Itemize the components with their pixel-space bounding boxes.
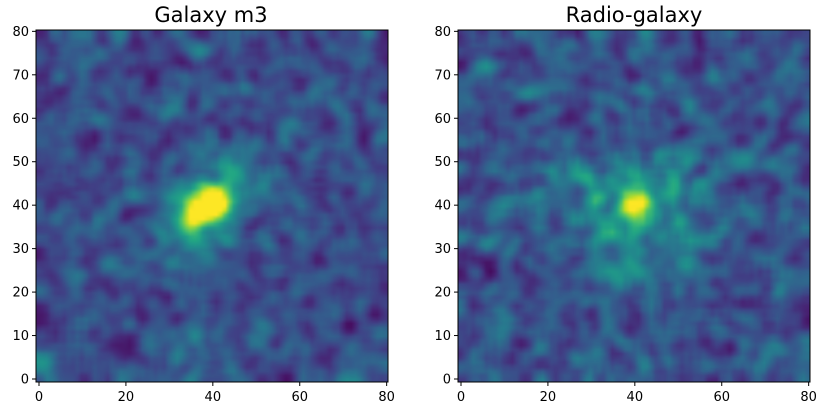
- x-axis: 0 20 40 60 80: [457, 382, 817, 405]
- y-tick-label: 50: [12, 155, 29, 170]
- y-axis: 0 10 20 30 40 50 60 70 80: [434, 25, 458, 388]
- y-tick-label: 60: [12, 112, 29, 127]
- y-tick-label: 70: [12, 68, 29, 83]
- y-tick-label: 80: [434, 25, 451, 40]
- y-tick-label: 20: [12, 286, 29, 301]
- x-tick-label: 20: [540, 390, 557, 405]
- x-tick-label: 40: [205, 390, 222, 405]
- x-axis: 0 20 40 60 80: [35, 382, 395, 405]
- y-tick-label: 70: [434, 68, 451, 83]
- x-tick-label: 60: [291, 390, 308, 405]
- chart-title: Galaxy m3: [154, 3, 267, 27]
- x-tick-label: 0: [457, 390, 465, 405]
- y-tick-label: 30: [434, 242, 451, 257]
- x-tick-label: 20: [118, 390, 135, 405]
- x-tick-label: 0: [35, 390, 43, 405]
- y-tick-label: 10: [434, 329, 451, 344]
- y-tick-label: 0: [443, 373, 451, 388]
- y-tick-label: 10: [12, 329, 29, 344]
- y-tick-label: 80: [12, 25, 29, 40]
- x-tick-label: 80: [800, 390, 817, 405]
- x-tick-label: 60: [713, 390, 730, 405]
- y-tick-label: 60: [434, 112, 451, 127]
- x-tick-label: 40: [627, 390, 644, 405]
- y-tick-label: 40: [12, 199, 29, 214]
- x-tick-label: 80: [378, 390, 395, 405]
- y-axis: 0 10 20 30 40 50 60 70 80: [12, 25, 36, 388]
- panel-galaxy-m3: Galaxy m3 0 20 40 60 80 0 10 20 30 40 50 60 70 80: [12, 3, 394, 405]
- plot-frame: [35, 29, 389, 383]
- panel-radio-galaxy: Radio-galaxy 0 20 40 60 80 0 10 20 30 40 50 60 70 80: [434, 3, 816, 405]
- heatmap-image: [36, 30, 388, 382]
- y-tick-label: 0: [21, 373, 29, 388]
- chart-title: Radio-galaxy: [566, 3, 703, 27]
- y-tick-label: 30: [12, 242, 29, 257]
- plot-frame: [457, 29, 811, 383]
- y-tick-label: 50: [434, 155, 451, 170]
- y-tick-label: 40: [434, 199, 451, 214]
- y-tick-label: 20: [434, 286, 451, 301]
- heatmap-image: [458, 30, 810, 382]
